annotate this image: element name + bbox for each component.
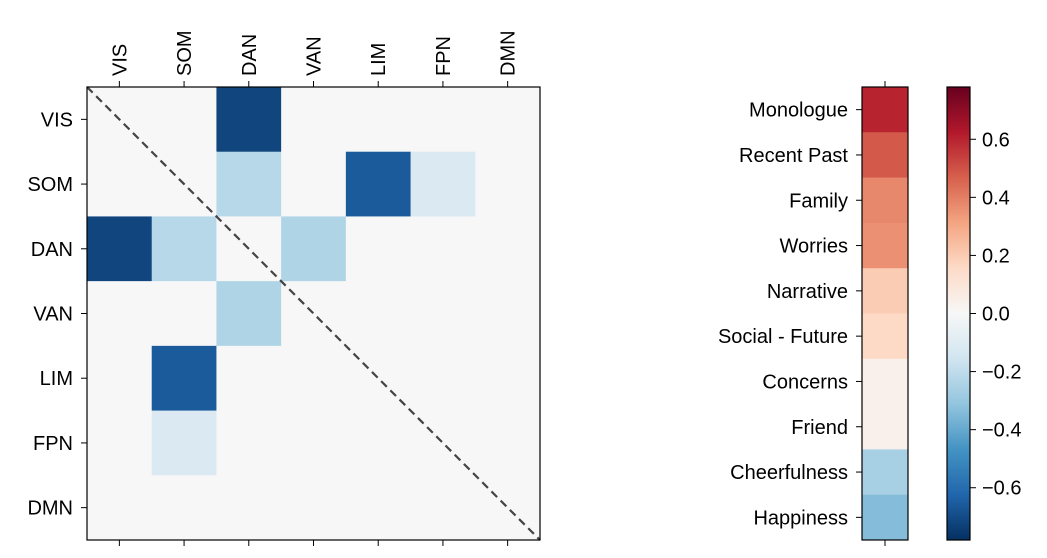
strip-cell — [862, 449, 908, 496]
x-tick-label: VAN — [304, 36, 326, 76]
heatmap-cell — [410, 345, 476, 412]
heatmap-cell — [151, 87, 217, 153]
heatmap-cell — [151, 345, 217, 412]
heatmap-cell — [216, 410, 282, 476]
topic-label: Cheerfulness — [730, 462, 848, 484]
heatmap-cell — [281, 345, 347, 412]
heatmap-cell — [410, 475, 476, 541]
heatmap-cell — [87, 410, 153, 476]
x-tick-label: DAN — [239, 34, 261, 76]
y-tick-label: FPN — [33, 433, 73, 455]
colorbar-tick-label: −0.6 — [982, 478, 1021, 500]
heatmap-cell — [151, 216, 217, 282]
topic-label: Happiness — [753, 507, 848, 529]
heatmap-cell — [151, 475, 217, 541]
heatmap-cell — [345, 281, 412, 347]
heatmap-cell — [281, 475, 347, 541]
heatmap-cell — [410, 281, 476, 347]
strip-cell — [862, 358, 908, 405]
x-tick-label: FPN — [433, 36, 455, 76]
heatmap-cell — [281, 216, 347, 282]
strip-cell — [862, 222, 908, 269]
colorbar-tick-label: −0.2 — [982, 362, 1021, 384]
heatmap-cell — [410, 151, 476, 217]
heatmap-cell — [87, 151, 153, 217]
topic-label: Friend — [791, 417, 848, 439]
colorbar-tick-label: 0.2 — [982, 245, 1010, 267]
strip-cell — [862, 313, 908, 360]
heatmap-cell — [475, 216, 541, 282]
colorbar-tick-label: 0.4 — [982, 187, 1010, 209]
x-tick-label: LIM — [368, 43, 390, 76]
strip-cell — [862, 268, 908, 314]
topic-label: Narrative — [767, 281, 848, 303]
heatmap-cell — [216, 281, 282, 347]
colorbar-tick-label: 0.6 — [982, 129, 1010, 151]
network-heatmap: VIS VIS SOM SOM DAN DAN VAN VAN LIM LIM FPN FPN DMN D… — [27, 30, 541, 546]
strip-cell — [862, 404, 908, 450]
strip-cell — [862, 87, 908, 133]
heatmap-cell — [475, 151, 541, 217]
heatmap-cell — [345, 475, 412, 541]
heatmap-cell — [87, 475, 153, 541]
y-tick-label: DAN — [31, 239, 73, 261]
heatmap-cell — [87, 216, 153, 282]
topic-label: Worries — [779, 236, 848, 258]
heatmap-cell — [475, 87, 541, 153]
heatmap-cell — [87, 281, 153, 347]
topic-label: Recent Past — [739, 145, 848, 167]
heatmap-cell — [151, 410, 217, 476]
y-tick-label: DMN — [27, 498, 73, 520]
heatmap-cell — [281, 151, 347, 217]
colorbar-tick-label: 0.0 — [982, 304, 1010, 326]
x-tick-label: VIS — [109, 44, 131, 76]
heatmap-cell — [281, 87, 347, 153]
heatmap-cell — [216, 87, 282, 153]
strip-cell — [862, 132, 908, 179]
y-tick-label: VIS — [41, 109, 73, 131]
topic-label: Monologue — [749, 100, 848, 122]
heatmap-cell — [475, 345, 541, 412]
heatmap-cell — [475, 281, 541, 347]
y-tick-label: LIM — [40, 368, 73, 390]
strip-cell — [862, 177, 908, 224]
topic-label: Family — [789, 190, 848, 212]
heatmap-cell — [410, 216, 476, 282]
heatmap-cell — [475, 410, 541, 476]
topic-label: Concerns — [762, 371, 848, 393]
x-tick-label: DMN — [498, 30, 520, 76]
heatmap-cell — [345, 151, 412, 217]
x-tick-label: SOM — [174, 30, 196, 76]
heatmap-cell — [345, 87, 412, 153]
topic-strip: Monologue Recent Past Family Worries Narrati… — [718, 81, 909, 546]
heatmap-cell — [151, 281, 217, 347]
heatmap-cell — [87, 345, 153, 412]
heatmap-cell — [216, 345, 282, 412]
y-tick-label: VAN — [33, 304, 73, 326]
y-tick-label: SOM — [27, 174, 73, 196]
diagonal-line — [86, 86, 541, 541]
heatmap-cell — [410, 87, 476, 153]
heatmap-cell — [216, 475, 282, 541]
strip-cell — [862, 494, 908, 541]
heatmap-cell — [281, 410, 347, 476]
colorbar: −0.6 −0.4 −0.2 0.0 0.2 0.4 0.6 — [946, 86, 1021, 541]
colorbar-tick-label: −0.4 — [982, 420, 1021, 442]
topic-label: Social - Future — [718, 326, 848, 348]
heatmap-cell — [216, 151, 282, 217]
colorbar-gradient — [947, 87, 970, 540]
heatmap-cell — [345, 410, 412, 476]
heatmap-cell — [345, 216, 412, 282]
